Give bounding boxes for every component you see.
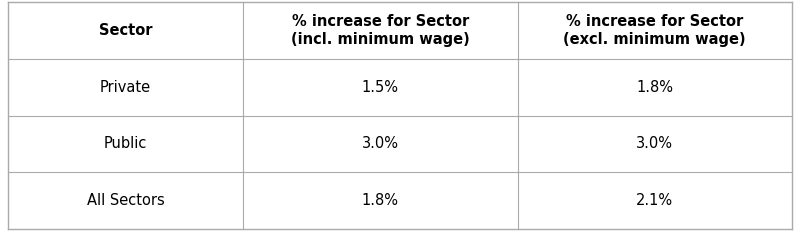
Text: 3.0%: 3.0% <box>636 136 674 151</box>
Text: % increase for Sector
(incl. minimum wage): % increase for Sector (incl. minimum wag… <box>291 14 470 47</box>
Text: Public: Public <box>104 136 147 151</box>
Text: 1.5%: 1.5% <box>362 80 399 95</box>
Text: 3.0%: 3.0% <box>362 136 399 151</box>
Text: 1.8%: 1.8% <box>362 193 399 208</box>
Text: Sector: Sector <box>99 23 152 38</box>
Text: 2.1%: 2.1% <box>636 193 674 208</box>
Text: All Sectors: All Sectors <box>86 193 165 208</box>
Text: % increase for Sector
(excl. minimum wage): % increase for Sector (excl. minimum wag… <box>563 14 746 47</box>
Text: Private: Private <box>100 80 151 95</box>
Text: 1.8%: 1.8% <box>636 80 674 95</box>
